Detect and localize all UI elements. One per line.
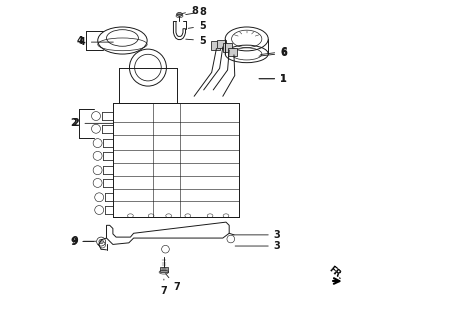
FancyBboxPatch shape: [210, 41, 219, 50]
Text: 5: 5: [185, 36, 205, 45]
Text: 2: 2: [70, 118, 77, 128]
Text: 7: 7: [165, 274, 180, 292]
Text: 1: 1: [258, 74, 286, 84]
Text: 2: 2: [73, 118, 113, 128]
Text: 1: 1: [258, 74, 286, 84]
Circle shape: [99, 239, 103, 244]
Text: 9: 9: [70, 236, 94, 247]
Text: 6: 6: [258, 48, 286, 58]
Ellipse shape: [176, 12, 182, 16]
FancyBboxPatch shape: [223, 43, 232, 52]
Text: 5: 5: [188, 21, 205, 31]
Text: 8: 8: [182, 6, 198, 16]
FancyBboxPatch shape: [228, 48, 237, 56]
Text: 8: 8: [185, 7, 205, 17]
Text: 6: 6: [260, 47, 286, 57]
Text: 4: 4: [77, 36, 83, 45]
Text: 7: 7: [160, 279, 167, 296]
Text: 3: 3: [235, 241, 280, 251]
Text: 4: 4: [79, 37, 113, 47]
Text: 9: 9: [71, 236, 96, 246]
FancyBboxPatch shape: [216, 40, 226, 49]
Text: 3: 3: [233, 230, 280, 240]
Text: FR.: FR.: [327, 265, 344, 282]
FancyBboxPatch shape: [159, 267, 168, 271]
